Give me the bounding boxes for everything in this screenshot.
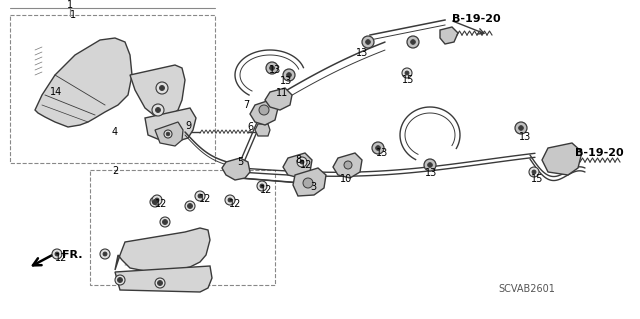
- Text: 13: 13: [356, 48, 368, 58]
- Circle shape: [411, 40, 415, 44]
- Text: 5: 5: [237, 157, 243, 167]
- Circle shape: [152, 195, 162, 205]
- Circle shape: [155, 198, 159, 202]
- Circle shape: [405, 71, 409, 75]
- Text: 3: 3: [310, 182, 316, 192]
- Circle shape: [52, 249, 62, 259]
- Circle shape: [532, 170, 536, 174]
- Circle shape: [266, 62, 278, 74]
- Circle shape: [407, 36, 419, 48]
- Circle shape: [157, 280, 163, 286]
- Circle shape: [365, 40, 371, 44]
- Text: 11: 11: [276, 88, 288, 98]
- Circle shape: [287, 73, 291, 78]
- Circle shape: [100, 249, 110, 259]
- Text: 4: 4: [112, 127, 118, 137]
- Polygon shape: [130, 65, 185, 118]
- Circle shape: [55, 252, 59, 256]
- Circle shape: [152, 104, 164, 116]
- Circle shape: [428, 163, 433, 167]
- Text: 13: 13: [519, 132, 531, 142]
- Polygon shape: [155, 122, 183, 146]
- Circle shape: [152, 199, 157, 204]
- Polygon shape: [222, 158, 250, 180]
- Circle shape: [257, 181, 267, 191]
- Text: 12: 12: [260, 185, 273, 195]
- Circle shape: [376, 145, 380, 150]
- Text: 10: 10: [340, 174, 352, 184]
- Circle shape: [155, 278, 165, 288]
- Text: 14: 14: [50, 87, 62, 97]
- Polygon shape: [115, 228, 210, 272]
- Circle shape: [228, 198, 232, 202]
- Polygon shape: [145, 108, 196, 142]
- Circle shape: [402, 68, 412, 78]
- Text: 13: 13: [280, 76, 292, 86]
- Polygon shape: [35, 38, 132, 127]
- Circle shape: [344, 161, 352, 169]
- Polygon shape: [542, 143, 582, 175]
- Circle shape: [103, 252, 107, 256]
- Text: 13: 13: [269, 65, 281, 75]
- Circle shape: [195, 191, 205, 201]
- Text: 12: 12: [300, 160, 312, 170]
- Circle shape: [300, 160, 304, 164]
- Circle shape: [160, 217, 170, 227]
- Circle shape: [115, 275, 125, 285]
- Circle shape: [156, 108, 161, 113]
- Circle shape: [518, 126, 524, 130]
- Polygon shape: [115, 266, 212, 292]
- Circle shape: [185, 201, 195, 211]
- Text: B-19-20: B-19-20: [575, 148, 623, 158]
- Circle shape: [529, 167, 539, 177]
- Circle shape: [198, 194, 202, 198]
- Text: 12: 12: [155, 199, 168, 209]
- Circle shape: [188, 204, 193, 209]
- Bar: [90, 170, 275, 285]
- Polygon shape: [293, 168, 326, 196]
- Circle shape: [159, 85, 164, 91]
- Polygon shape: [255, 124, 270, 136]
- Polygon shape: [265, 88, 292, 110]
- Text: 9: 9: [185, 121, 191, 131]
- Text: 8: 8: [295, 155, 301, 165]
- Circle shape: [303, 178, 313, 188]
- Text: 12: 12: [229, 199, 241, 209]
- Text: SCVAB2601: SCVAB2601: [498, 284, 555, 294]
- Circle shape: [297, 157, 307, 167]
- Polygon shape: [250, 100, 278, 125]
- Text: 1: 1: [70, 10, 76, 20]
- Circle shape: [372, 142, 384, 154]
- Circle shape: [283, 69, 295, 81]
- Circle shape: [515, 122, 527, 134]
- Circle shape: [424, 159, 436, 171]
- Text: 7: 7: [243, 100, 249, 110]
- Circle shape: [163, 219, 168, 225]
- Circle shape: [150, 197, 160, 207]
- Bar: [10, 15, 215, 163]
- Text: 15: 15: [402, 75, 414, 85]
- Circle shape: [118, 278, 122, 283]
- Polygon shape: [440, 27, 458, 44]
- Text: 2: 2: [112, 166, 118, 176]
- Text: 12: 12: [55, 253, 67, 263]
- Circle shape: [164, 130, 172, 138]
- Text: B-19-20: B-19-20: [452, 14, 500, 24]
- Text: 13: 13: [425, 168, 437, 178]
- Text: 12: 12: [199, 194, 211, 204]
- Text: 13: 13: [376, 148, 388, 158]
- Text: FR.: FR.: [62, 250, 83, 260]
- Circle shape: [166, 132, 170, 136]
- Circle shape: [260, 184, 264, 188]
- Text: 6: 6: [247, 122, 253, 132]
- Text: 1: 1: [67, 0, 73, 10]
- Circle shape: [259, 105, 269, 115]
- Circle shape: [156, 82, 168, 94]
- Polygon shape: [283, 153, 312, 178]
- Circle shape: [225, 195, 235, 205]
- Circle shape: [362, 36, 374, 48]
- Circle shape: [269, 66, 275, 70]
- Text: 15: 15: [531, 174, 543, 184]
- Polygon shape: [333, 153, 362, 178]
